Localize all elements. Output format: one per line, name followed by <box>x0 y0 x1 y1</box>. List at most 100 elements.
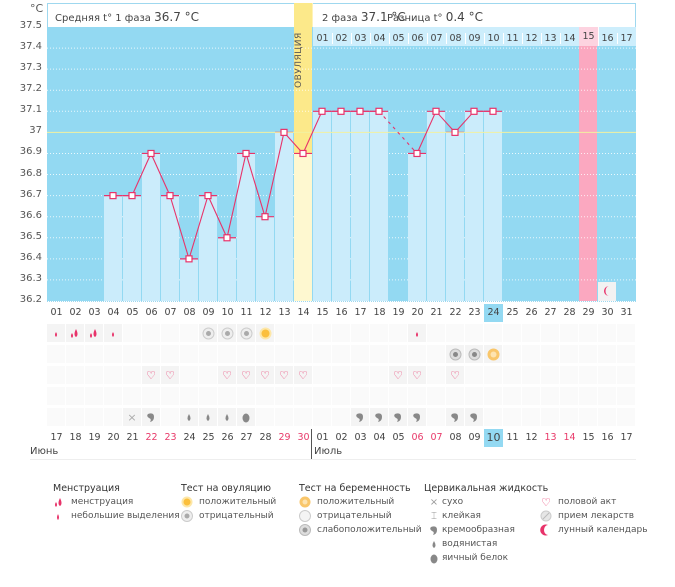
cycle-day-label[interactable]: 10 <box>221 307 234 318</box>
cycle-day-label[interactable]: 06 <box>145 307 158 318</box>
cycle-day-label[interactable]: 03 <box>88 307 101 318</box>
empty-cell[interactable] <box>161 324 179 342</box>
cycle-day-label[interactable]: 07 <box>164 307 177 318</box>
empty-cell[interactable] <box>237 387 255 405</box>
empty-cell[interactable] <box>598 366 616 384</box>
empty-cell[interactable] <box>142 324 160 342</box>
cycle-day-label[interactable]: 17 <box>354 307 367 318</box>
empty-cell[interactable] <box>218 345 236 363</box>
empty-cell[interactable] <box>294 387 312 405</box>
ovulation-test-entry[interactable] <box>256 324 274 342</box>
empty-cell[interactable] <box>351 324 369 342</box>
empty-cell[interactable] <box>66 408 84 426</box>
empty-cell[interactable] <box>104 345 122 363</box>
calendar-date-label[interactable]: 13 <box>544 432 557 443</box>
empty-cell[interactable] <box>541 324 559 342</box>
calendar-date-label[interactable]: 17 <box>50 432 63 443</box>
empty-cell[interactable] <box>427 324 445 342</box>
calendar-date-label[interactable]: 11 <box>506 432 519 443</box>
calendar-date-label[interactable]: 19 <box>88 432 101 443</box>
empty-cell[interactable] <box>522 387 540 405</box>
intercourse-entry[interactable]: ♡ <box>408 366 426 384</box>
calendar-date-label[interactable]: 24 <box>183 432 196 443</box>
empty-cell[interactable] <box>332 408 350 426</box>
empty-cell[interactable] <box>256 408 274 426</box>
cycle-day-label[interactable]: 29 <box>582 307 595 318</box>
empty-cell[interactable] <box>522 408 540 426</box>
empty-cell[interactable] <box>66 366 84 384</box>
empty-cell[interactable] <box>199 345 217 363</box>
empty-cell[interactable] <box>104 387 122 405</box>
intercourse-entry[interactable]: ♡ <box>237 366 255 384</box>
cervical-fluid-entry[interactable]: × <box>123 408 141 426</box>
cycle-day-label[interactable]: 22 <box>449 307 462 318</box>
calendar-date-label[interactable]: 21 <box>126 432 139 443</box>
empty-cell[interactable] <box>579 366 597 384</box>
cycle-day-label[interactable]: 13 <box>278 307 291 318</box>
empty-cell[interactable] <box>484 324 502 342</box>
cervical-fluid-entry[interactable] <box>199 408 217 426</box>
cycle-day-label[interactable]: 27 <box>544 307 557 318</box>
cervical-fluid-entry[interactable] <box>408 408 426 426</box>
empty-cell[interactable] <box>484 366 502 384</box>
calendar-date-label[interactable]: 15 <box>582 432 595 443</box>
cycle-day-label[interactable]: 26 <box>525 307 538 318</box>
cervical-fluid-entry[interactable] <box>351 408 369 426</box>
empty-cell[interactable] <box>579 324 597 342</box>
empty-cell[interactable] <box>598 387 616 405</box>
cycle-day-label[interactable]: 24 <box>484 304 503 322</box>
empty-cell[interactable] <box>389 345 407 363</box>
menstruation-entry[interactable] <box>66 324 84 342</box>
empty-cell[interactable] <box>332 324 350 342</box>
cervical-fluid-entry[interactable] <box>218 408 236 426</box>
empty-cell[interactable] <box>161 345 179 363</box>
empty-cell[interactable] <box>142 387 160 405</box>
calendar-date-label[interactable]: 03 <box>354 432 367 443</box>
cervical-fluid-entry[interactable] <box>142 408 160 426</box>
menstruation-entry[interactable] <box>408 324 426 342</box>
empty-cell[interactable] <box>180 366 198 384</box>
calendar-date-label[interactable]: 28 <box>259 432 272 443</box>
cycle-day-label[interactable]: 02 <box>69 307 82 318</box>
empty-cell[interactable] <box>503 324 521 342</box>
cycle-day-label[interactable]: 15 <box>316 307 329 318</box>
empty-cell[interactable] <box>275 408 293 426</box>
empty-cell[interactable] <box>85 387 103 405</box>
empty-cell[interactable] <box>370 324 388 342</box>
calendar-date-label[interactable]: 17 <box>620 432 633 443</box>
cycle-day-label[interactable]: 30 <box>601 307 614 318</box>
empty-cell[interactable] <box>484 387 502 405</box>
empty-cell[interactable] <box>351 366 369 384</box>
calendar-date-label[interactable]: 10 <box>484 429 503 447</box>
empty-cell[interactable] <box>85 345 103 363</box>
empty-cell[interactable] <box>123 387 141 405</box>
empty-cell[interactable] <box>47 345 65 363</box>
calendar-date-label[interactable]: 20 <box>107 432 120 443</box>
empty-cell[interactable] <box>522 345 540 363</box>
empty-cell[interactable] <box>598 324 616 342</box>
empty-cell[interactable] <box>579 387 597 405</box>
empty-cell[interactable] <box>484 408 502 426</box>
calendar-date-label[interactable]: 01 <box>316 432 329 443</box>
empty-cell[interactable] <box>389 387 407 405</box>
empty-cell[interactable] <box>617 387 635 405</box>
empty-cell[interactable] <box>294 408 312 426</box>
calendar-date-label[interactable]: 09 <box>468 432 481 443</box>
empty-cell[interactable] <box>332 345 350 363</box>
empty-cell[interactable] <box>598 408 616 426</box>
empty-cell[interactable] <box>237 345 255 363</box>
calendar-date-label[interactable]: 04 <box>373 432 386 443</box>
empty-cell[interactable] <box>560 324 578 342</box>
empty-cell[interactable] <box>161 408 179 426</box>
intercourse-entry[interactable]: ♡ <box>275 366 293 384</box>
pregnancy-test-entry[interactable] <box>484 345 502 363</box>
empty-cell[interactable] <box>541 387 559 405</box>
cycle-day-label[interactable]: 19 <box>392 307 405 318</box>
empty-cell[interactable] <box>503 366 521 384</box>
calendar-date-label[interactable]: 30 <box>297 432 310 443</box>
empty-cell[interactable] <box>123 324 141 342</box>
empty-cell[interactable] <box>332 366 350 384</box>
empty-cell[interactable] <box>465 324 483 342</box>
empty-cell[interactable] <box>541 366 559 384</box>
calendar-date-label[interactable]: 27 <box>240 432 253 443</box>
